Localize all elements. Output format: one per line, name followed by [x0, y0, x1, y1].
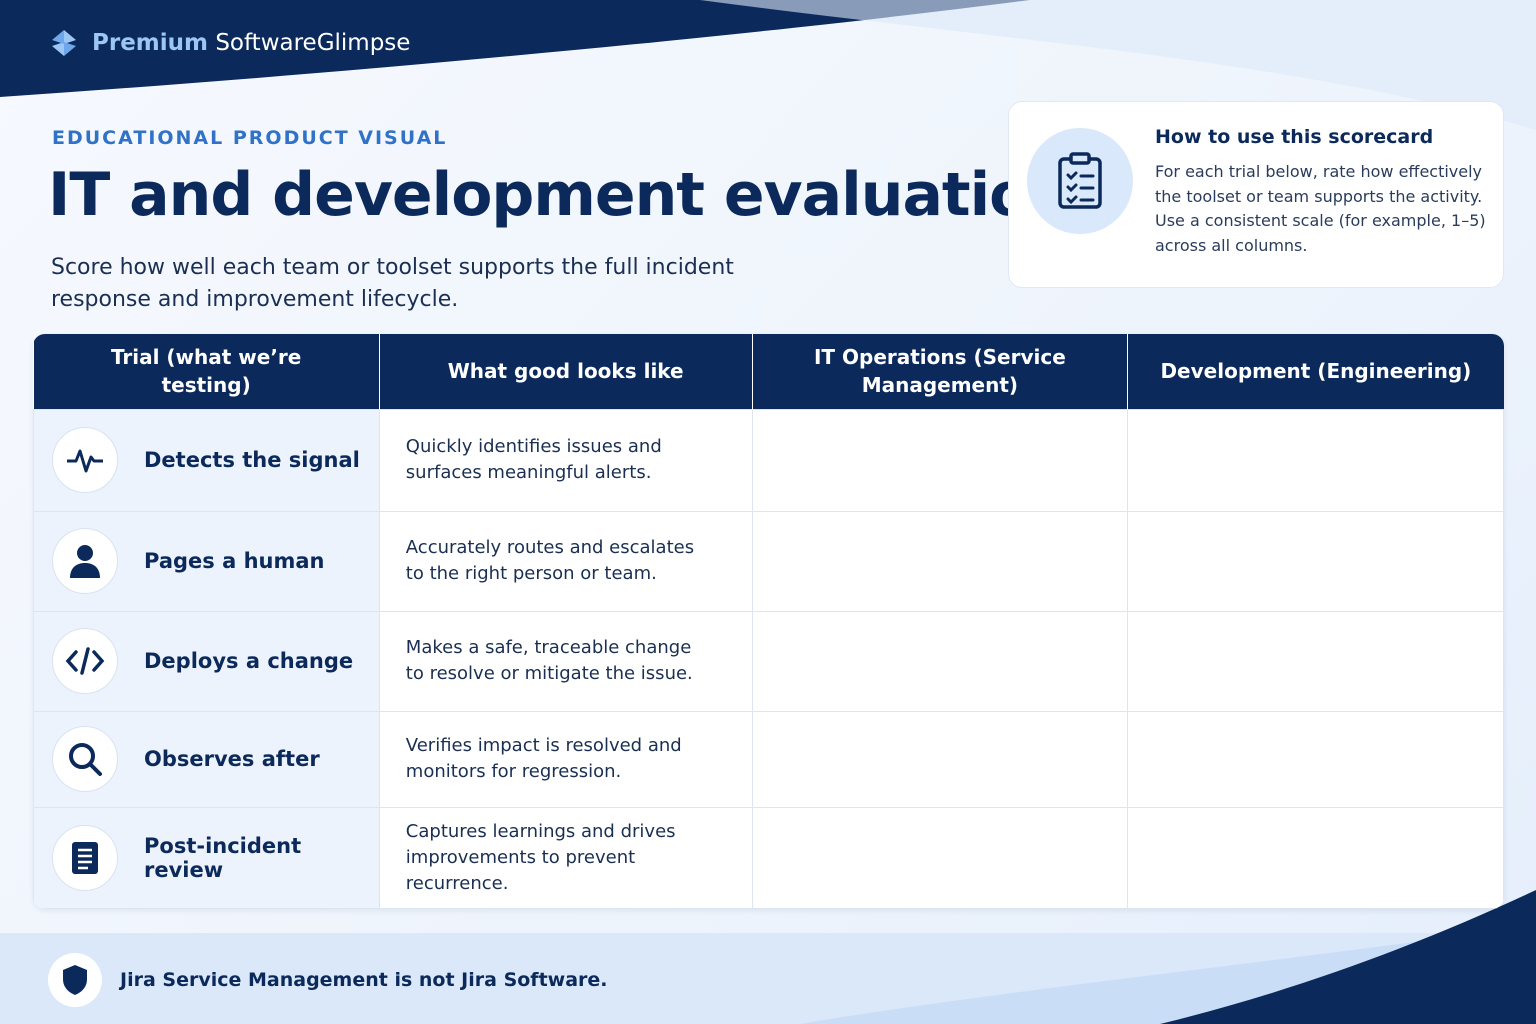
score-cell[interactable]: [751, 610, 1129, 712]
score-cell[interactable]: [1127, 806, 1504, 909]
help-body: For each trial below, rate how effective…: [1155, 162, 1486, 255]
trial-description: Verifies impact is resolved and monitors…: [378, 710, 753, 808]
brand-rest: SoftwareGlimpse: [215, 30, 411, 56]
footer: Jira Service Management is not Jira Soft…: [48, 953, 608, 1007]
clipboard-icon: [1027, 128, 1133, 234]
eyebrow: EDUCATIONAL PRODUCT VISUAL: [52, 127, 448, 149]
trial-name: Deploys a change: [144, 649, 354, 673]
trial-description: Makes a safe, traceable change to resolv…: [378, 610, 753, 712]
trial-name: Pages a human: [144, 549, 325, 573]
score-cell[interactable]: [751, 408, 1129, 512]
help-title: How to use this scorecard: [1155, 126, 1434, 148]
person-icon: [52, 528, 118, 594]
column-header: What good looks like: [379, 334, 753, 409]
scorecard-table: Trial (what we’re testing) What good loo…: [33, 334, 1504, 909]
brand-logo: [52, 30, 76, 56]
trial-name: Detects the signal: [144, 448, 360, 472]
trial-name: Observes after: [144, 747, 320, 771]
document-icon: [52, 824, 118, 891]
trial-name: Post-incident review: [144, 833, 302, 882]
footer-note: Jira Service Management is not Jira Soft…: [120, 969, 608, 991]
trial-description: Accurately routes and escalates to the r…: [378, 510, 753, 612]
subtitle: Score how well each team or toolset supp…: [51, 255, 734, 312]
pulse-icon: [52, 427, 118, 493]
score-cell[interactable]: [1127, 408, 1504, 512]
page-title: IT and development evaluation: [48, 160, 1072, 230]
help-card: How to use this scorecard For each trial…: [1008, 101, 1504, 288]
search-icon: [52, 726, 118, 792]
score-cell[interactable]: [751, 510, 1129, 612]
score-cell[interactable]: [1127, 610, 1504, 712]
trial-description: Quickly identifies issues and surfaces m…: [378, 408, 753, 512]
brand[interactable]: Premium SoftwareGlimpse: [50, 28, 410, 58]
column-header: Trial (what we’re testing): [33, 334, 380, 409]
brand-bold: Premium: [92, 30, 208, 56]
score-cell[interactable]: [751, 806, 1129, 909]
column-header: Development (Engineering): [1127, 334, 1504, 409]
code-icon: [52, 628, 118, 694]
shield-icon: [48, 953, 102, 1007]
score-cell[interactable]: [1127, 710, 1504, 808]
score-cell[interactable]: [1127, 510, 1504, 612]
score-cell[interactable]: [751, 710, 1129, 808]
column-header: IT Operations (Service Management): [752, 334, 1129, 409]
trial-description: Captures learnings and drives improvemen…: [378, 806, 753, 909]
